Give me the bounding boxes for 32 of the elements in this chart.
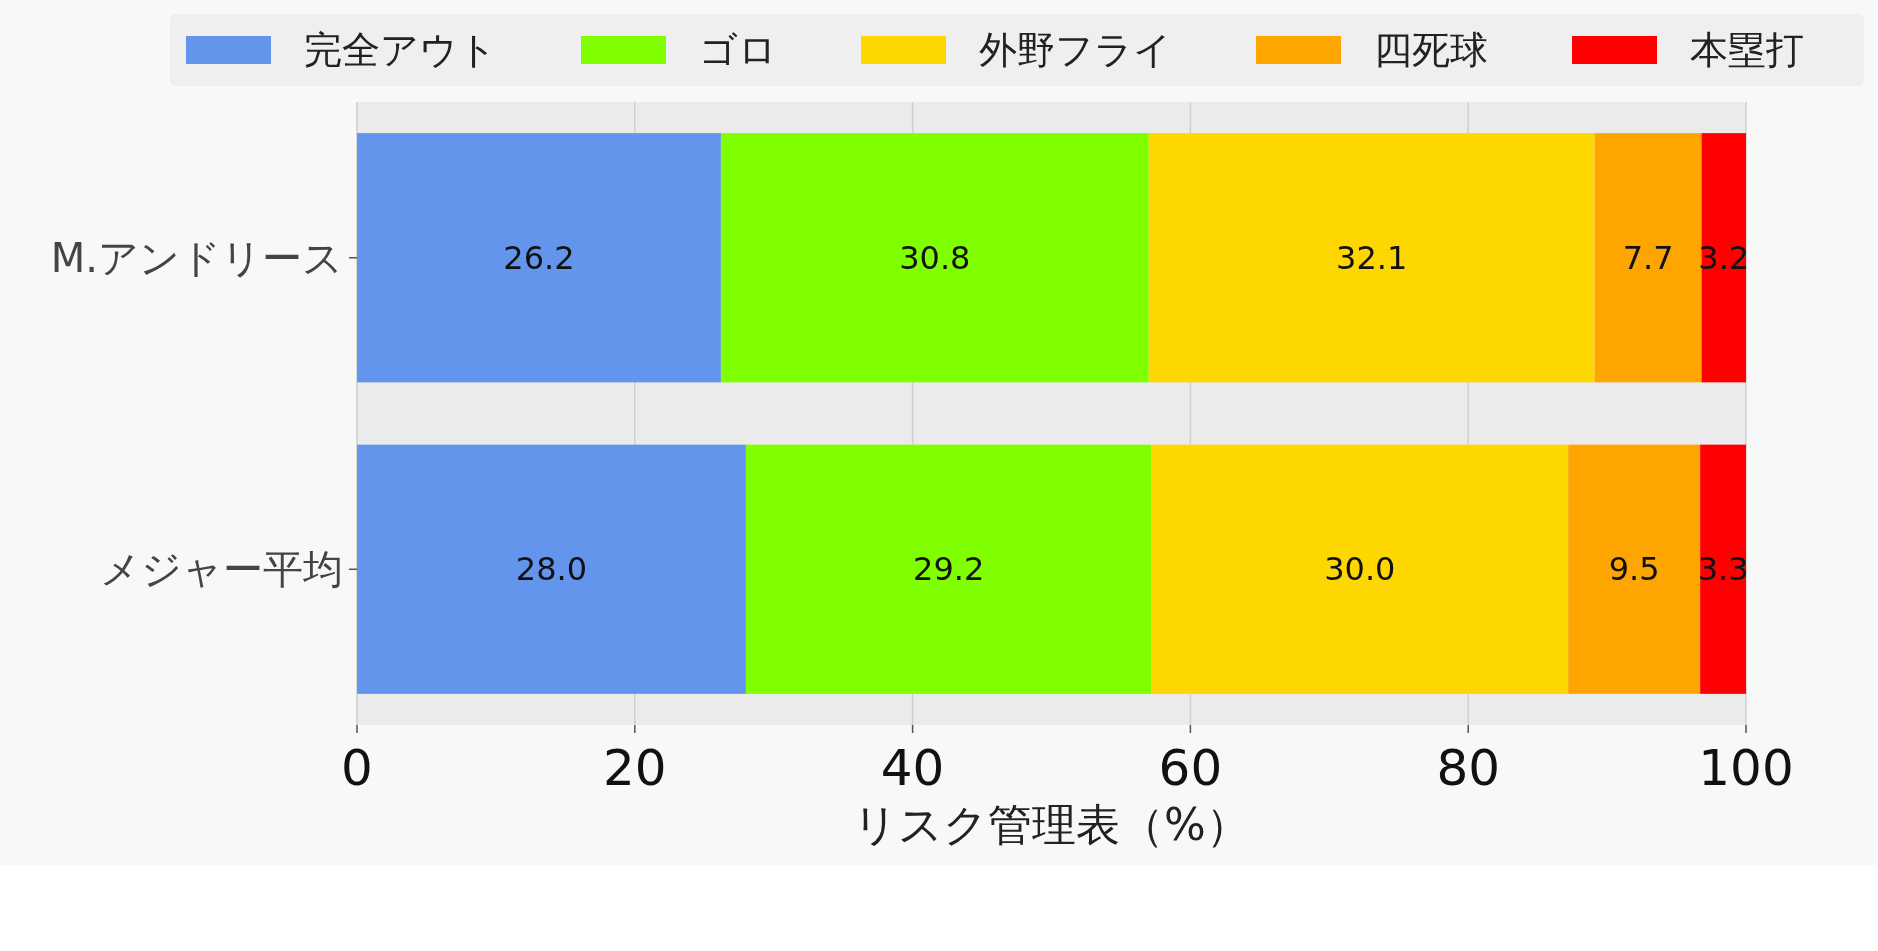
legend-label: ゴロ — [699, 28, 777, 72]
bar — [745, 444, 1152, 694]
x-tick-label: 40 — [880, 739, 945, 797]
data-label: 28.0 — [515, 550, 588, 589]
y-tick-label: メジャー平均 — [100, 546, 343, 593]
data-label: 9.5 — [1608, 550, 1660, 589]
data-label: 30.8 — [899, 238, 971, 277]
legend-label: 本塁打 — [1690, 28, 1804, 72]
data-label: 32.1 — [1336, 238, 1408, 277]
bar — [1148, 133, 1595, 383]
x-tick-label: 60 — [1158, 739, 1223, 797]
bar — [1700, 444, 1746, 694]
bar — [720, 133, 1149, 383]
legend-label: 完全アウト — [304, 28, 497, 72]
x-tick-label: 0 — [341, 739, 373, 797]
x-tick-label: 80 — [1436, 739, 1501, 797]
legend-label: 外野フライ — [979, 28, 1172, 72]
bar — [357, 133, 721, 383]
x-axis-title: リスク管理表（%） — [853, 799, 1250, 850]
data-label: 3.3 — [1697, 550, 1749, 589]
y-tick-label: M.アンドリース — [50, 234, 343, 281]
bar — [357, 444, 746, 694]
x-tick-label: 20 — [602, 739, 667, 797]
bar — [1151, 444, 1569, 694]
bar — [1594, 133, 1702, 383]
data-label: 7.7 — [1622, 238, 1674, 277]
x-tick-label: 100 — [1698, 739, 1794, 797]
legend-label: 四死球 — [1374, 28, 1488, 72]
data-label: 29.2 — [913, 550, 985, 589]
data-label: 26.2 — [503, 238, 575, 277]
data-label: 30.0 — [1324, 550, 1396, 589]
bar — [1568, 444, 1701, 694]
